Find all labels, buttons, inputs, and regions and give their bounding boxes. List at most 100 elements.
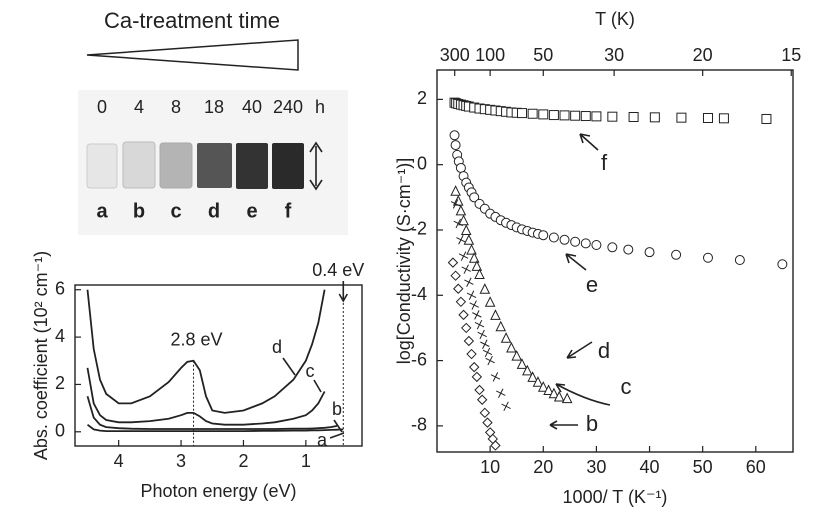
y-tick-label: 0 [55, 421, 65, 441]
series-label: e [586, 272, 598, 297]
marker [591, 240, 602, 251]
marker [460, 224, 472, 235]
label-arrow [555, 383, 611, 406]
hour-label: 0 [97, 97, 107, 117]
marker [471, 260, 483, 271]
marker [570, 110, 581, 121]
marker [474, 384, 485, 396]
x-tick-label: 20 [533, 457, 553, 477]
marker [453, 218, 463, 229]
swatch [159, 142, 193, 189]
x2-axis-label: T (K) [595, 9, 635, 29]
marker [472, 310, 482, 320]
marker [702, 112, 713, 123]
series-label: b [332, 399, 342, 419]
hour-label: 18 [204, 97, 224, 117]
marker [479, 407, 491, 419]
marker [506, 341, 517, 353]
marker [480, 339, 490, 349]
marker [548, 387, 560, 399]
swatch [197, 143, 232, 188]
swatch [236, 143, 268, 189]
marker [548, 232, 559, 243]
marker [570, 236, 581, 247]
annotation-label: 2.8 eV [171, 330, 223, 350]
thickness-arrow [309, 141, 323, 191]
y-tick-label: 6 [55, 278, 65, 298]
hour-label: 8 [171, 97, 181, 117]
series-label: a [317, 430, 328, 450]
marker [471, 371, 483, 383]
x-tick-label: 50 [693, 457, 713, 477]
marker [476, 394, 488, 405]
label-arrow [565, 253, 587, 271]
x-tick-label: 2 [238, 451, 248, 471]
line [86, 367, 326, 426]
label-arrow [579, 133, 599, 151]
x-tick-label: 4 [114, 451, 124, 471]
marker [580, 111, 591, 122]
marker [734, 255, 745, 266]
marker [455, 296, 467, 308]
marker [468, 252, 480, 263]
marker [543, 384, 554, 395]
marker [490, 309, 501, 320]
marker [777, 259, 788, 270]
marker [761, 113, 772, 124]
series-label: d [598, 338, 610, 363]
sample-label: d [208, 200, 220, 222]
marker [607, 111, 618, 122]
x-tick-label: 10 [480, 457, 500, 477]
series-label: b [586, 411, 598, 436]
series-label: f [601, 150, 608, 175]
line [86, 423, 344, 432]
marker [538, 109, 549, 120]
x-tick-label: 30 [586, 457, 606, 477]
marker [490, 440, 501, 451]
marker [607, 242, 618, 253]
marker [591, 111, 602, 122]
label-arrow [313, 379, 322, 393]
x2-tick-label: 20 [693, 45, 713, 65]
marker [466, 243, 477, 255]
marker [450, 199, 461, 209]
y-tick-label: 4 [55, 326, 65, 346]
marker [522, 364, 533, 376]
marker [628, 112, 639, 123]
line [86, 396, 338, 430]
x2-tick-label: 50 [533, 45, 553, 65]
marker [456, 235, 466, 245]
marker [469, 192, 480, 203]
marker [676, 112, 687, 123]
marker [548, 110, 559, 121]
y-tick-label: -8 [411, 415, 427, 435]
marker [479, 283, 491, 294]
y-axis-label: log[Conductivity (S·cm⁻¹)] [394, 158, 414, 365]
marker [718, 113, 729, 124]
marker [453, 283, 464, 294]
marker [649, 112, 660, 123]
marker [466, 290, 477, 301]
y-tick-label: 2 [417, 88, 427, 108]
x-tick-label: 60 [746, 457, 766, 477]
series-label: d [272, 337, 282, 357]
marker [450, 185, 461, 196]
marker [449, 130, 460, 141]
marker [461, 322, 472, 334]
marker [537, 381, 549, 392]
marker [644, 247, 655, 258]
series-label: c [621, 374, 632, 399]
swatch [272, 143, 304, 189]
marker [500, 332, 512, 343]
annotation-arrow [338, 281, 348, 303]
marker [538, 230, 549, 241]
marker [559, 110, 570, 121]
y-tick-label: 0 [417, 153, 427, 173]
label-arrow [566, 341, 593, 359]
marker [702, 252, 713, 263]
y-tick-label: -4 [411, 284, 427, 304]
marker [463, 335, 475, 347]
label-arrow [282, 357, 296, 376]
series-label: c [306, 361, 315, 381]
marker [447, 257, 459, 268]
